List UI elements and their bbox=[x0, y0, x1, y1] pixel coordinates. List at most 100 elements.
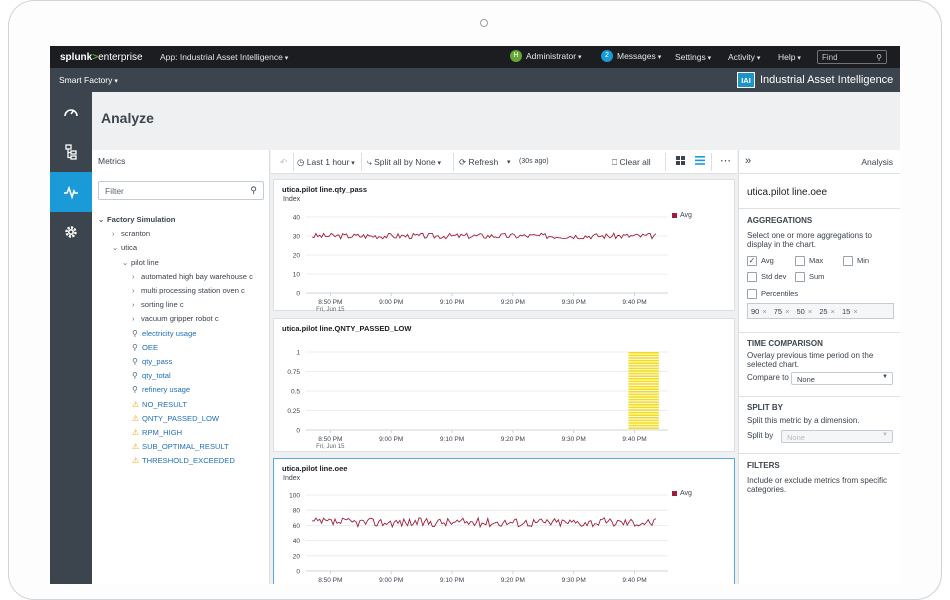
bar-segment[interactable] bbox=[628, 417, 659, 419]
bar-segment[interactable] bbox=[628, 352, 659, 354]
refresh-interval-menu[interactable]: ▾ bbox=[507, 159, 511, 166]
legend-item[interactable]: Avg bbox=[672, 212, 692, 219]
list-view-button[interactable] bbox=[695, 156, 705, 167]
close-icon[interactable]: × bbox=[853, 306, 858, 316]
tree-alert-item[interactable]: ⚠ NO_RESULT bbox=[132, 400, 187, 409]
tree-alert-item[interactable]: ⚠ SUB_OPTIMAL_RESULT bbox=[132, 442, 229, 451]
bar-segment[interactable] bbox=[628, 427, 659, 429]
messages-menu[interactable]: 2 Messages bbox=[601, 49, 661, 62]
bar-segment[interactable] bbox=[628, 378, 659, 380]
user-menu[interactable]: H Administrator bbox=[510, 49, 582, 62]
refresh-button[interactable]: ⟳ Refresh bbox=[459, 157, 498, 168]
tree-metric-item[interactable]: ⚲ qty_total bbox=[132, 371, 171, 380]
x-tick-label: 8:50 PM bbox=[318, 436, 342, 443]
collapse-icon[interactable]: » bbox=[745, 155, 752, 167]
series-line-avg[interactable] bbox=[312, 516, 657, 529]
checkbox-avg[interactable]: ✓ Avg bbox=[747, 256, 774, 267]
bar-segment[interactable] bbox=[628, 409, 659, 411]
bar-segment[interactable] bbox=[628, 396, 659, 398]
smart-factory-menu[interactable]: Smart Factory bbox=[59, 75, 118, 85]
bar-segment[interactable] bbox=[628, 370, 659, 372]
tree-node[interactable]: › vacuum gripper robot c bbox=[132, 314, 219, 323]
checkbox-max[interactable]: Max bbox=[795, 256, 823, 267]
grid-view-button[interactable] bbox=[676, 156, 685, 167]
splunk-logo[interactable]: splunk>enterprise bbox=[60, 52, 143, 63]
bar-segment[interactable] bbox=[628, 391, 659, 393]
split-by-select[interactable]: None ▼ bbox=[781, 430, 893, 443]
bar-segment[interactable] bbox=[628, 406, 659, 409]
find-input[interactable]: Find ⚲ bbox=[817, 50, 887, 64]
tree-node[interactable]: ⌄ utica bbox=[112, 243, 137, 252]
bar-segment[interactable] bbox=[628, 375, 659, 377]
nav-analyze[interactable] bbox=[50, 172, 92, 212]
tree-metric-item[interactable]: ⚲ electricity usage bbox=[132, 329, 196, 338]
close-icon[interactable]: × bbox=[807, 306, 813, 316]
tree-node[interactable]: › scranton bbox=[112, 229, 150, 238]
time-range-picker[interactable]: ◷ Last 1 hour bbox=[297, 157, 355, 168]
bar-segment[interactable] bbox=[628, 414, 659, 416]
checkbox-sum[interactable]: Sum bbox=[795, 272, 824, 283]
bar-segment[interactable] bbox=[628, 422, 659, 424]
nav-dashboard[interactable] bbox=[50, 92, 92, 132]
bar-segment[interactable] bbox=[628, 424, 659, 427]
legend-item[interactable]: Avg bbox=[672, 490, 692, 497]
undo-icon[interactable]: ↶ bbox=[280, 157, 288, 167]
bar-segment[interactable] bbox=[628, 354, 659, 357]
bar-segment[interactable] bbox=[628, 411, 659, 414]
x-tick-label: 8:50 PM bbox=[318, 577, 342, 584]
series-line-avg[interactable] bbox=[311, 232, 657, 240]
tree-alert-item[interactable]: ⚠ QNTY_PASSED_LOW bbox=[132, 414, 219, 423]
bar-segment[interactable] bbox=[628, 398, 659, 401]
close-icon[interactable]: × bbox=[830, 306, 835, 316]
metrics-filter-input[interactable]: Filter ⚲ bbox=[98, 181, 264, 200]
bar-segment[interactable] bbox=[628, 367, 659, 370]
bar-segment[interactable] bbox=[628, 404, 659, 406]
settings-menu[interactable]: Settings bbox=[675, 52, 711, 62]
bar-segment[interactable] bbox=[628, 401, 659, 403]
close-icon[interactable]: × bbox=[785, 306, 790, 316]
split-all-menu[interactable]: ⤷ Split all by None bbox=[367, 157, 441, 168]
x-tick-label: 9:40 PM bbox=[622, 436, 646, 443]
check-icon: ✓ bbox=[747, 256, 757, 267]
clear-all-button[interactable]: ⎕ Clear all bbox=[612, 157, 651, 168]
bar-segment[interactable] bbox=[628, 357, 659, 359]
close-icon[interactable]: × bbox=[762, 306, 767, 316]
bar-segment[interactable] bbox=[628, 385, 659, 388]
compare-to-select[interactable]: None ▼ bbox=[791, 372, 893, 385]
bar-segment[interactable] bbox=[628, 393, 659, 396]
percentile-value: 25 bbox=[819, 306, 828, 316]
percentiles-input[interactable]: 90 × 75 × 50 × 25 × 15 × bbox=[747, 303, 894, 319]
bar-segment[interactable] bbox=[628, 372, 659, 375]
tree-metric-item[interactable]: ⚲ refinery usage bbox=[132, 385, 190, 394]
bar-segment[interactable] bbox=[628, 388, 659, 390]
nav-settings[interactable] bbox=[50, 212, 92, 252]
activity-menu[interactable]: Activity bbox=[728, 52, 760, 62]
checkbox-min[interactable]: Min bbox=[843, 256, 869, 267]
bar-segment[interactable] bbox=[628, 383, 659, 385]
tree-node[interactable]: › automated high bay warehouse c bbox=[132, 272, 253, 281]
tree-metric-item[interactable]: ⚲ OEE bbox=[132, 343, 158, 352]
bar-segment[interactable] bbox=[628, 380, 659, 383]
bar-segment[interactable] bbox=[628, 362, 659, 364]
nav-hierarchy[interactable] bbox=[50, 132, 92, 172]
checkbox-std-dev[interactable]: Std dev bbox=[747, 272, 786, 283]
x-tick-label: 9:20 PM bbox=[501, 577, 525, 584]
tree-node[interactable]: › multi processing station oven c bbox=[132, 286, 245, 295]
tree-node[interactable]: › sorting line c bbox=[132, 300, 184, 309]
tree-metric-item[interactable]: ⚲ qty_pass bbox=[132, 357, 172, 366]
app-menu[interactable]: App: Industrial Asset Intelligence bbox=[160, 52, 288, 62]
bar-segment[interactable] bbox=[628, 365, 659, 367]
chart-panel-oee[interactable]: utica.pilot line.oee Index 100 80 60 40 20 0 8… bbox=[273, 458, 735, 584]
chart-panel-qty-pass[interactable]: utica.pilot line.qty_pass Index 40 30 20 10… bbox=[273, 179, 735, 312]
tree-alert-item[interactable]: ⚠ RPM_HIGH bbox=[132, 428, 182, 437]
help-menu[interactable]: Help bbox=[778, 52, 801, 62]
bar-segment[interactable] bbox=[628, 359, 659, 362]
more-icon[interactable]: ⋯ bbox=[720, 155, 731, 167]
tree-node[interactable]: ⌄ Factory Simulation bbox=[98, 215, 175, 224]
chart-panel-qnty-passed-low[interactable]: utica.pilot line.QNTY_PASSED_LOW 1 0.75 0.… bbox=[273, 318, 735, 452]
checkbox-percentiles[interactable]: Percentiles bbox=[747, 289, 798, 300]
tree-node[interactable]: ⌄ pilot line bbox=[122, 258, 159, 267]
chevron-right-icon: › bbox=[132, 286, 135, 295]
tree-alert-item[interactable]: ⚠ THRESHOLD_EXCEEDED bbox=[132, 456, 235, 465]
bar-segment[interactable] bbox=[628, 419, 659, 422]
